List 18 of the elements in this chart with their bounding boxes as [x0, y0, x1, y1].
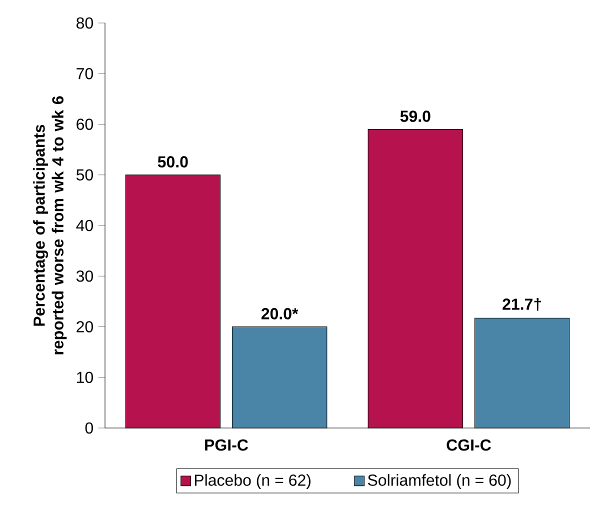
y-axis-title: Percentage of participants reported worse from wk 4 to wk 6 — [33, 96, 67, 354]
x-tick-label: PGI-C — [205, 439, 248, 451]
x-tick-label: CGI-C — [446, 439, 491, 451]
data-label: 20.0* — [261, 308, 298, 320]
y-tick-label: 70 — [76, 68, 94, 80]
y-tick-label: 50 — [76, 169, 94, 181]
y-tick-label: 60 — [76, 118, 94, 130]
data-label: 50.0 — [158, 156, 188, 168]
legend-label: Solriamfetol (n = 60) — [368, 474, 511, 489]
y-tick-label: 20 — [76, 321, 94, 332]
legend-label: Placebo (n = 62) — [194, 474, 310, 489]
data-label: 59.0 — [400, 110, 430, 122]
y-tick-label: 0 — [85, 422, 94, 434]
y-tick-label: 10 — [77, 372, 94, 384]
y-tick-label: 80 — [76, 17, 94, 29]
y-tick-label: 40 — [76, 220, 94, 232]
data-label: 21.7† — [502, 298, 542, 311]
y-tick-label: 30 — [76, 270, 94, 282]
